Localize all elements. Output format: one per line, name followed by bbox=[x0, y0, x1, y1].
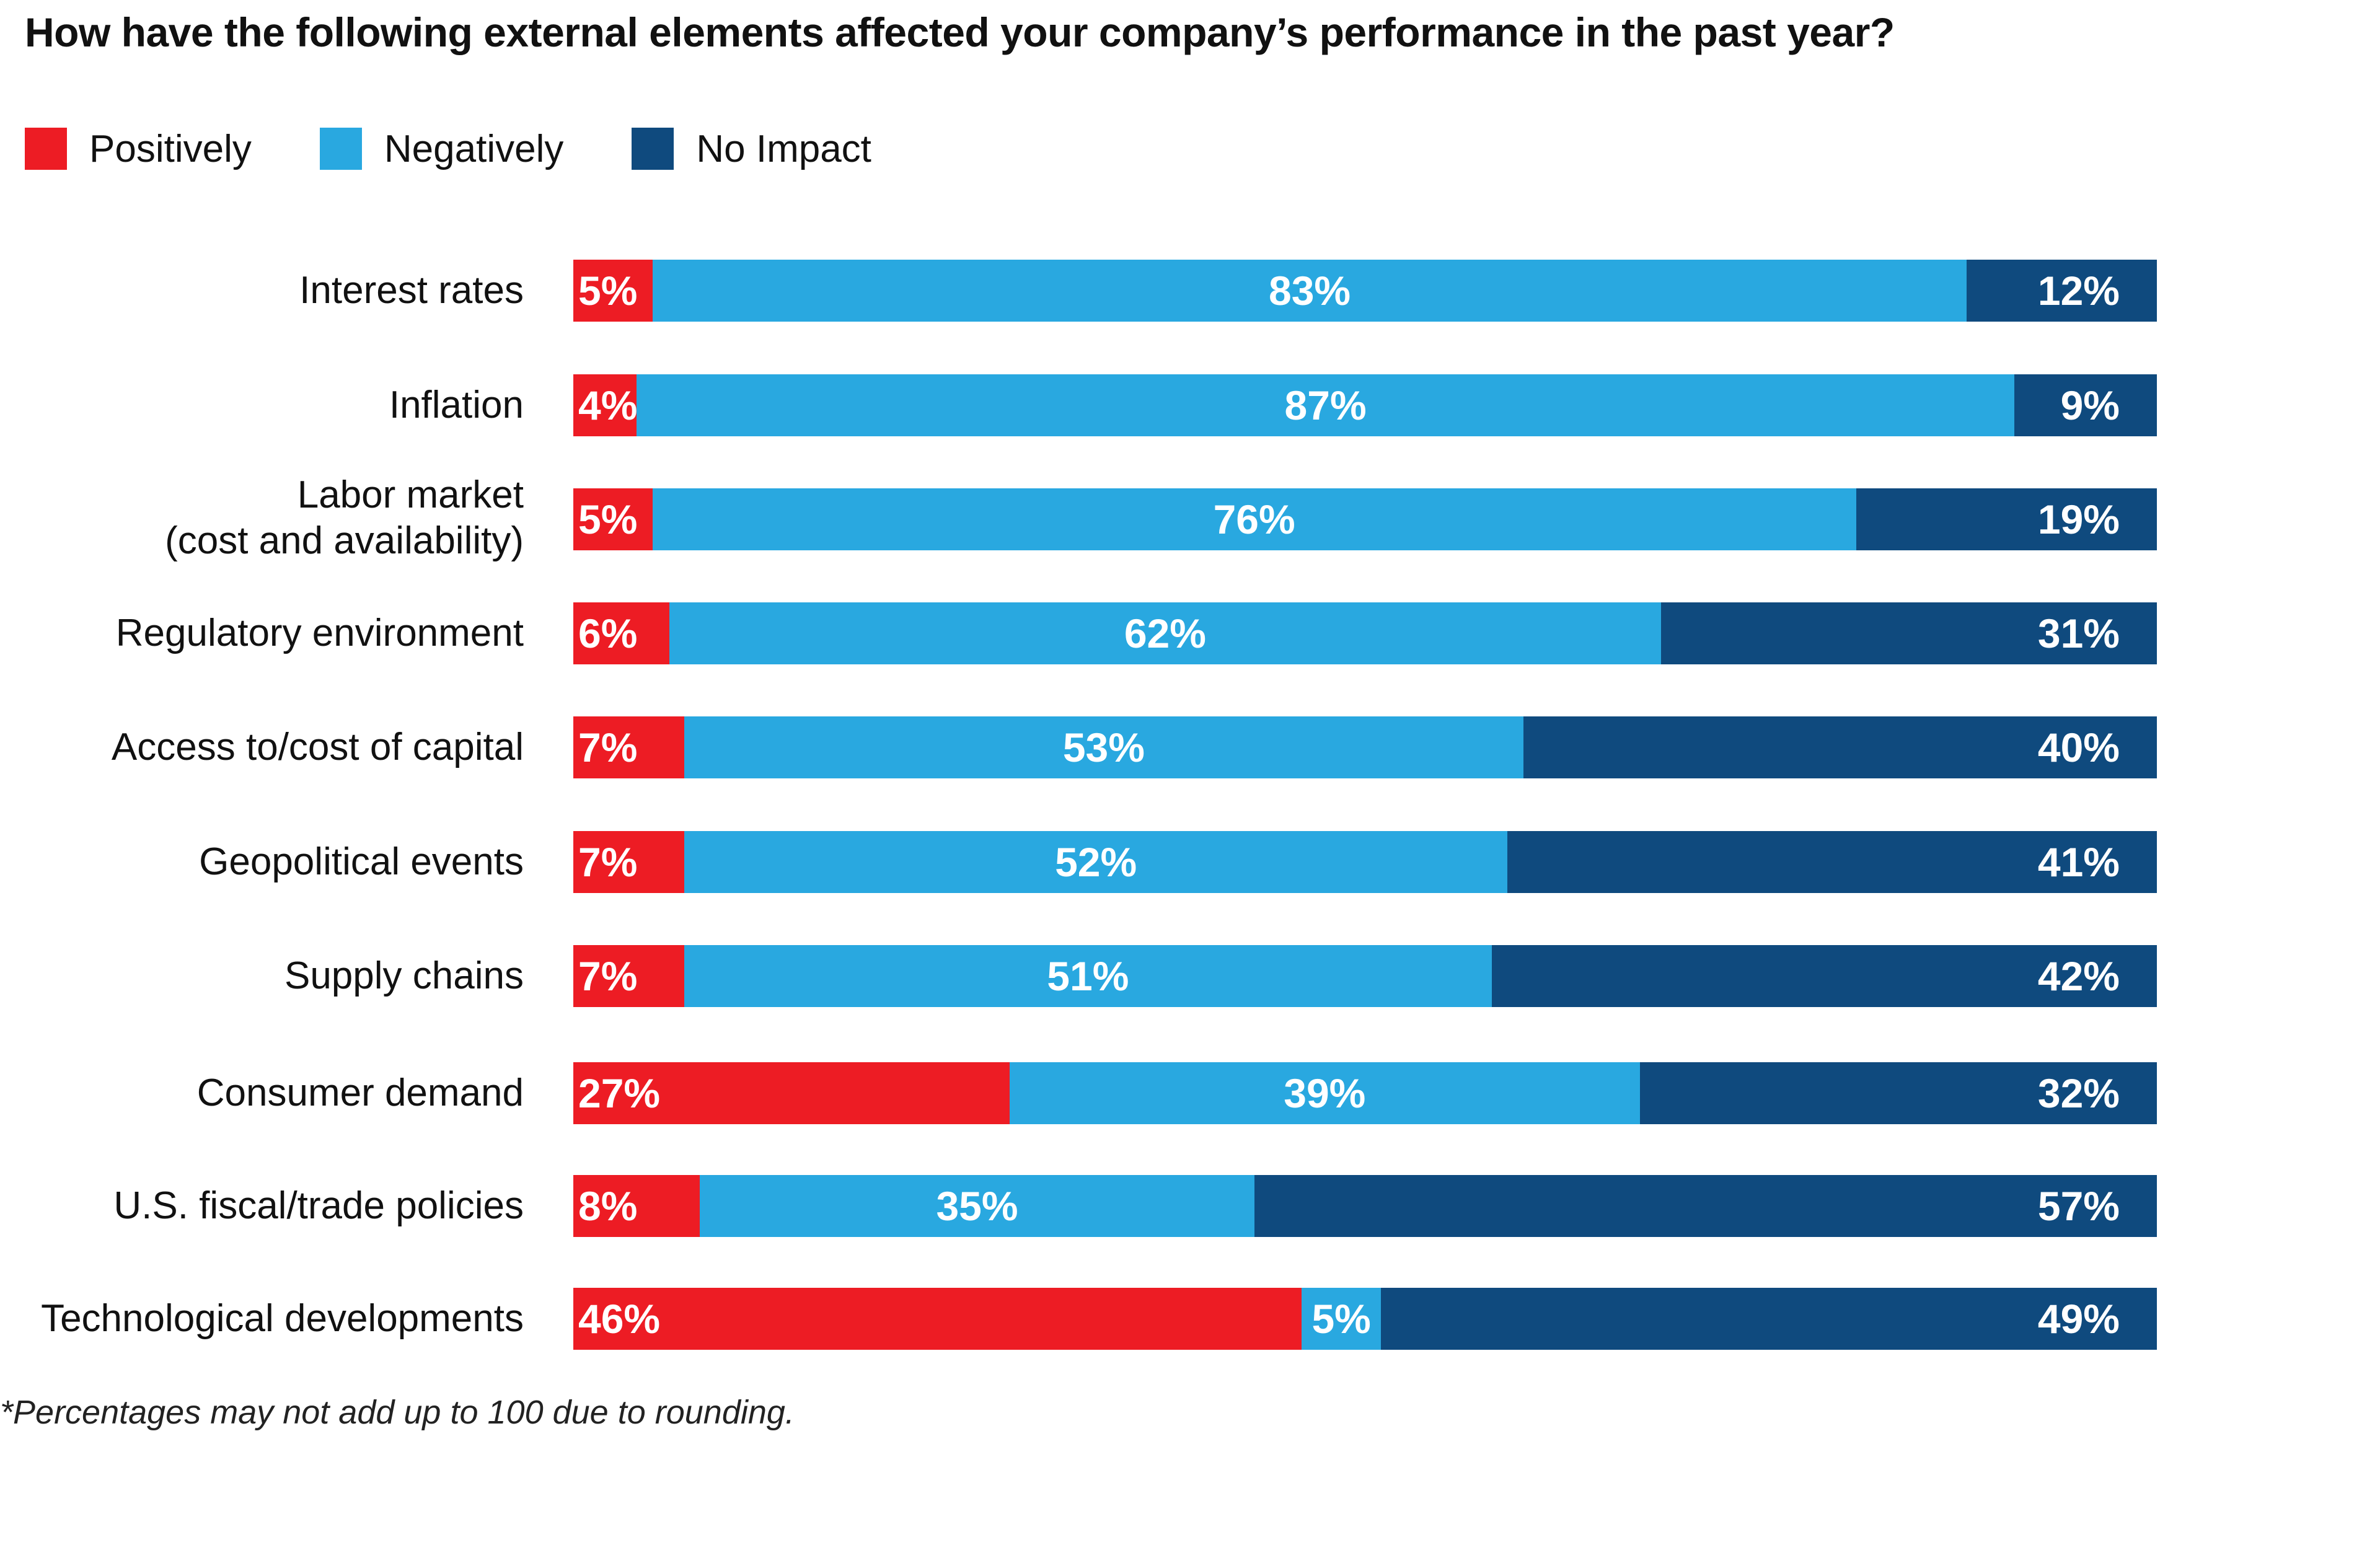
bar-segment-no-impact: 40% bbox=[1523, 716, 2157, 778]
bar-segment-positively: 4% bbox=[573, 374, 637, 436]
data-label-negatively: 5% bbox=[1311, 1296, 1371, 1342]
data-label-no-impact: 19% bbox=[2037, 496, 2120, 542]
bar-segment-positively: 7% bbox=[573, 831, 684, 893]
data-label-positively: 27% bbox=[578, 1070, 661, 1116]
bar-segment-no-impact: 42% bbox=[1491, 945, 2157, 1007]
legend-item-negatively: Negatively bbox=[319, 127, 564, 171]
data-label-negatively: 76% bbox=[1213, 496, 1295, 542]
legend-item-positively: Positively bbox=[25, 127, 252, 171]
footnote: *Percentages may not add up to 100 due t… bbox=[0, 1394, 795, 1431]
data-label-no-impact: 41% bbox=[2037, 839, 2120, 885]
bar-segment-negatively: 35% bbox=[700, 1175, 1254, 1237]
bar-segment-no-impact: 57% bbox=[1254, 1175, 2157, 1237]
data-label-no-impact: 49% bbox=[2037, 1296, 2120, 1342]
category-label: Regulatory environment bbox=[115, 612, 524, 654]
bar-row: 7% 51% 42% bbox=[573, 945, 2157, 1007]
data-label-no-impact: 12% bbox=[2037, 268, 2120, 314]
bar-segment-no-impact: 32% bbox=[1639, 1062, 2157, 1124]
data-label-positively: 7% bbox=[578, 724, 638, 770]
bar-segment-positively: 5% bbox=[573, 488, 653, 550]
data-label-no-impact: 57% bbox=[2037, 1183, 2120, 1229]
category-label: Geopolitical events bbox=[199, 840, 524, 883]
legend-label-positively: Positively bbox=[89, 127, 252, 170]
legend-label-no-impact: No Impact bbox=[696, 127, 871, 170]
category-label: Access to/cost of capital bbox=[111, 726, 524, 768]
data-label-negatively: 83% bbox=[1269, 268, 1351, 314]
bar-row: 4% 87% 9% bbox=[573, 374, 2157, 436]
data-label-no-impact: 42% bbox=[2037, 953, 2120, 999]
legend-item-no-impact: No Impact bbox=[632, 127, 871, 171]
legend-label-negatively: Negatively bbox=[384, 127, 564, 170]
bar-segment-positively: 6% bbox=[573, 602, 669, 664]
data-label-positively: 4% bbox=[578, 382, 638, 428]
bar-segment-negatively: 39% bbox=[1009, 1062, 1640, 1124]
bar-row: 27% 39% 32% bbox=[573, 1062, 2157, 1124]
data-label-no-impact: 40% bbox=[2037, 724, 2120, 770]
bar-segment-no-impact: 49% bbox=[1381, 1288, 2157, 1350]
data-label-positively: 8% bbox=[578, 1183, 638, 1229]
bar-row: 5% 83% 12% bbox=[573, 260, 2157, 322]
bar-segment-negatively: 53% bbox=[684, 716, 1523, 778]
category-label: Supply chains bbox=[284, 954, 524, 997]
bar-row: 5% 76% 19% bbox=[573, 488, 2157, 550]
bar-segment-no-impact: 31% bbox=[1660, 602, 2157, 664]
bar-row: 6% 62% 31% bbox=[573, 602, 2157, 664]
data-label-negatively: 87% bbox=[1284, 382, 1367, 428]
category-label: Inflation bbox=[389, 384, 524, 426]
bar-segment-positively: 5% bbox=[573, 260, 653, 322]
legend: Positively Negatively No Impact bbox=[25, 124, 940, 174]
category-label: Consumer demand bbox=[196, 1072, 524, 1114]
data-label-negatively: 39% bbox=[1284, 1070, 1366, 1116]
bar-segment-positively: 27% bbox=[573, 1062, 1010, 1124]
chart-title: How have the following external elements… bbox=[25, 9, 1895, 55]
category-label: Technological developments bbox=[41, 1297, 524, 1340]
data-label-positively: 7% bbox=[578, 953, 638, 999]
data-label-positively: 5% bbox=[578, 496, 638, 542]
bar-segment-positively: 46% bbox=[573, 1288, 1302, 1350]
bar-row: 8% 35% 57% bbox=[573, 1175, 2157, 1237]
data-label-negatively: 35% bbox=[936, 1183, 1018, 1229]
bar-segment-positively: 8% bbox=[573, 1175, 700, 1237]
data-label-positively: 5% bbox=[578, 268, 638, 314]
legend-swatch-no-impact bbox=[632, 128, 674, 170]
bar-segment-negatively: 76% bbox=[652, 488, 1856, 550]
data-label-no-impact: 31% bbox=[2037, 610, 2120, 656]
bar-segment-positively: 7% bbox=[573, 716, 684, 778]
bar-segment-no-impact: 12% bbox=[1967, 260, 2157, 322]
data-label-negatively: 62% bbox=[1124, 610, 1206, 656]
category-label: Interest rates bbox=[299, 269, 524, 312]
data-label-positively: 7% bbox=[578, 839, 638, 885]
bar-segment-negatively: 87% bbox=[637, 374, 2015, 436]
legend-swatch-negatively bbox=[319, 128, 362, 170]
bar-segment-negatively: 52% bbox=[684, 831, 1508, 893]
bar-segment-no-impact: 19% bbox=[1856, 488, 2157, 550]
bar-row: 7% 53% 40% bbox=[573, 716, 2157, 778]
bar-row: 7% 52% 41% bbox=[573, 831, 2157, 893]
data-label-no-impact: 9% bbox=[2060, 382, 2120, 428]
data-label-no-impact: 32% bbox=[2037, 1070, 2120, 1116]
data-label-negatively: 53% bbox=[1062, 724, 1145, 770]
bar-segment-negatively: 5% bbox=[1302, 1288, 1382, 1350]
bar-row: 46% 5% 49% bbox=[573, 1288, 2157, 1350]
data-label-positively: 6% bbox=[578, 610, 638, 656]
data-label-negatively: 51% bbox=[1047, 953, 1129, 999]
bar-segment-no-impact: 41% bbox=[1507, 831, 2157, 893]
category-label: U.S. fiscal/trade policies bbox=[113, 1184, 524, 1227]
data-label-negatively: 52% bbox=[1055, 839, 1137, 885]
data-label-positively: 46% bbox=[578, 1296, 661, 1342]
bar-segment-negatively: 62% bbox=[669, 602, 1661, 664]
bar-segment-positively: 7% bbox=[573, 945, 684, 1007]
category-label: Labor market (cost and availability) bbox=[165, 473, 524, 562]
bar-segment-no-impact: 9% bbox=[2014, 374, 2157, 436]
bar-segment-negatively: 83% bbox=[652, 260, 1967, 322]
legend-swatch-positively bbox=[25, 128, 67, 170]
bar-segment-negatively: 51% bbox=[684, 945, 1492, 1007]
